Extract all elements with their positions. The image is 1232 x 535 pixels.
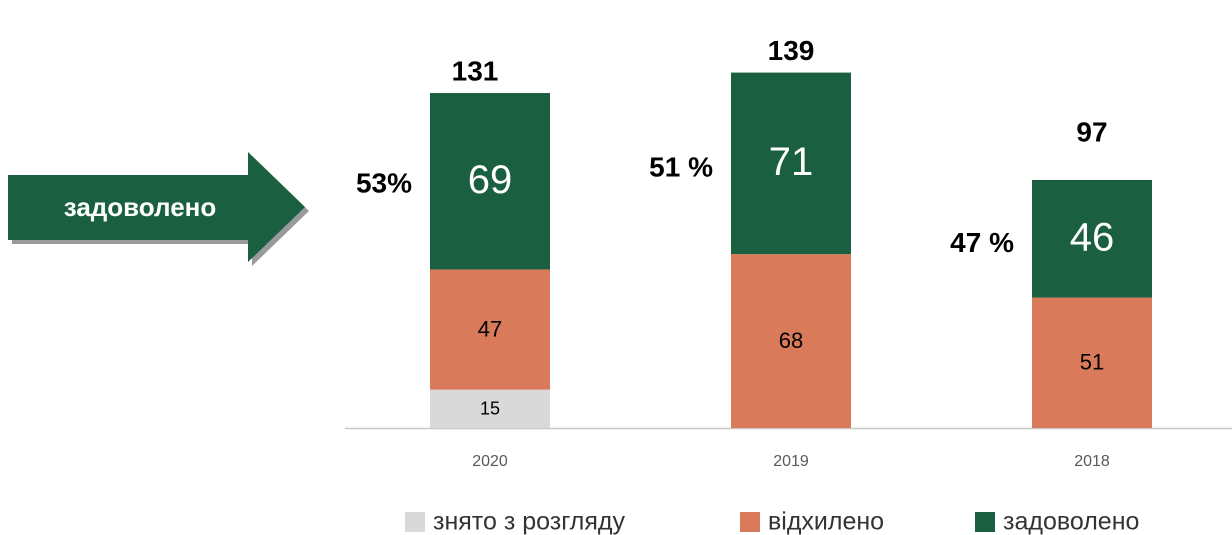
bar-segment (731, 254, 851, 428)
annotation-text: задоволено (64, 192, 217, 222)
legend-swatch (740, 512, 760, 532)
annotation-arrow: задоволено (8, 152, 309, 266)
share-label: 47 % (950, 227, 1014, 258)
bar-segment (430, 389, 550, 428)
share-label: 53% (356, 168, 412, 199)
segment-label: 71 (769, 140, 814, 184)
total-label: 139 (768, 35, 815, 66)
share-label: 51 % (649, 152, 713, 183)
bar-segment (731, 72, 851, 255)
x-tick-label: 2018 (1074, 453, 1110, 470)
x-tick-label: 2019 (773, 453, 809, 470)
bar-segment (430, 269, 550, 390)
segment-label: 51 (1080, 350, 1104, 375)
legend-swatch (975, 512, 995, 532)
segment-label: 68 (779, 328, 803, 353)
bar-segment (430, 93, 550, 270)
bar-segment (1032, 179, 1152, 298)
segment-label: 69 (468, 158, 513, 202)
bar-segment (1032, 297, 1152, 428)
legend-label: задоволено (1003, 508, 1139, 535)
x-tick-label: 2020 (472, 453, 508, 470)
segment-label: 15 (480, 399, 500, 419)
segment-label: 46 (1070, 215, 1115, 259)
legend-swatch (405, 512, 425, 532)
total-label: 131 (452, 55, 499, 86)
legend-label: знято з розгляду (433, 508, 626, 535)
segment-label: 47 (478, 316, 502, 341)
total-label: 97 (1076, 116, 1107, 147)
legend-label: відхилено (768, 508, 884, 535)
